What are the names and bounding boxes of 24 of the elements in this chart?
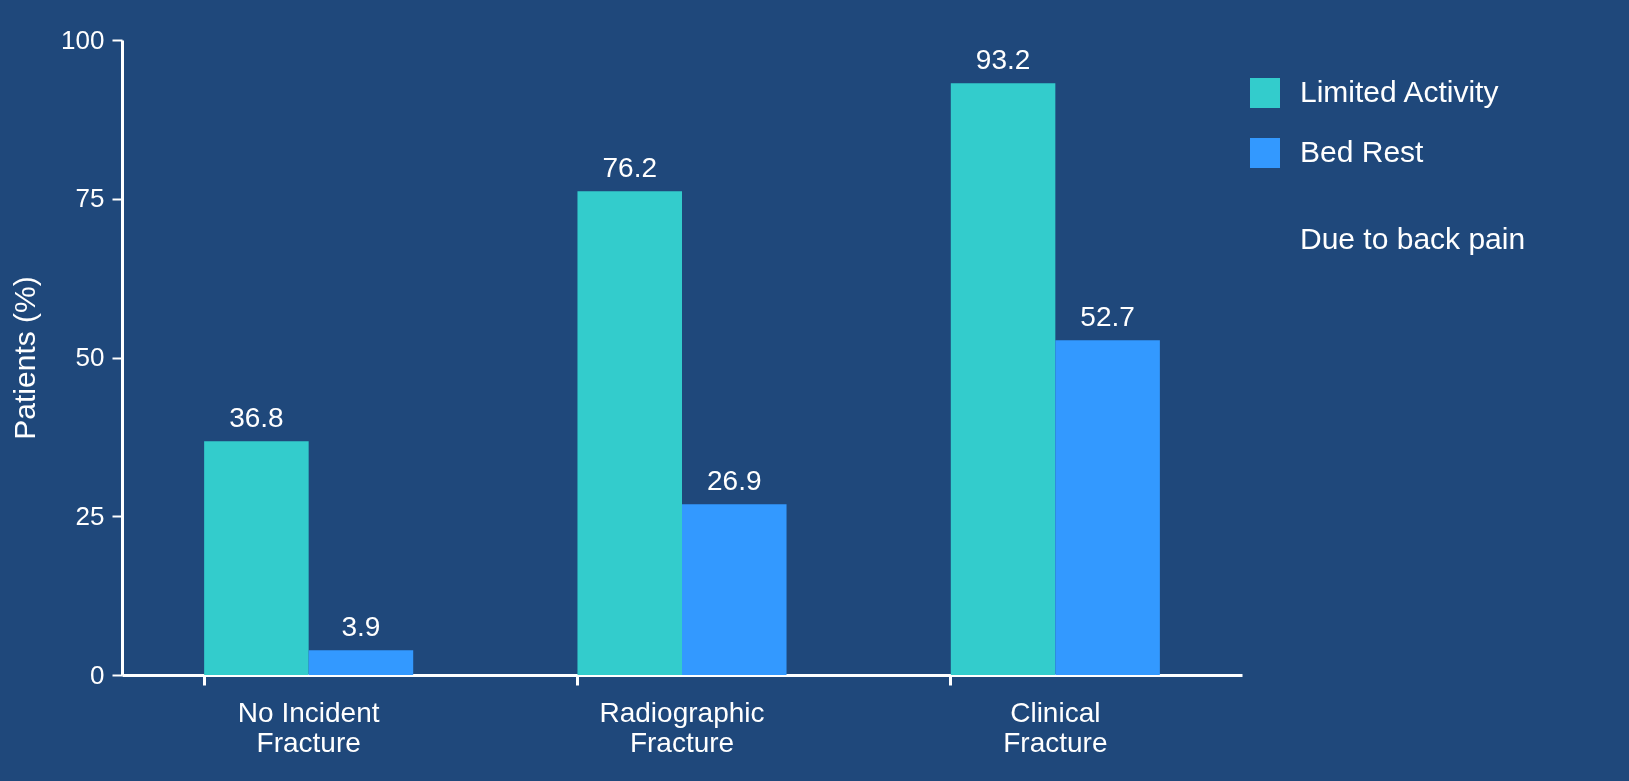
bar — [204, 441, 309, 675]
data-label: 52.7 — [1080, 301, 1135, 333]
y-tick-label: 100 — [61, 24, 105, 55]
bar — [308, 650, 414, 675]
legend-label: Limited Activity — [1300, 75, 1499, 108]
y-tick-label: 75 — [75, 183, 105, 214]
y-tick-label: 25 — [75, 500, 105, 531]
y-axis-title: Patients (%) — [8, 276, 42, 440]
y-tick-label: 50 — [75, 342, 105, 372]
x-tick-label: No Incident Fracture — [237, 696, 380, 758]
bar — [950, 83, 1056, 675]
data-label: 76.2 — [602, 152, 657, 184]
bar — [682, 504, 787, 675]
legend-label: Bed Rest — [1300, 135, 1425, 168]
bar — [577, 191, 682, 675]
data-label: 36.8 — [229, 402, 284, 434]
data-label: 26.9 — [707, 465, 762, 497]
x-tick-label: Radiographic Fracture — [599, 696, 765, 758]
x-tick-label: Clinical Fracture — [1003, 696, 1108, 758]
data-label: 3.9 — [341, 611, 381, 643]
bar — [1055, 340, 1160, 675]
text: Due to back pain — [1300, 222, 1526, 256]
y-tick-label: 0 — [90, 659, 105, 690]
data-label: 93.2 — [975, 44, 1031, 76]
